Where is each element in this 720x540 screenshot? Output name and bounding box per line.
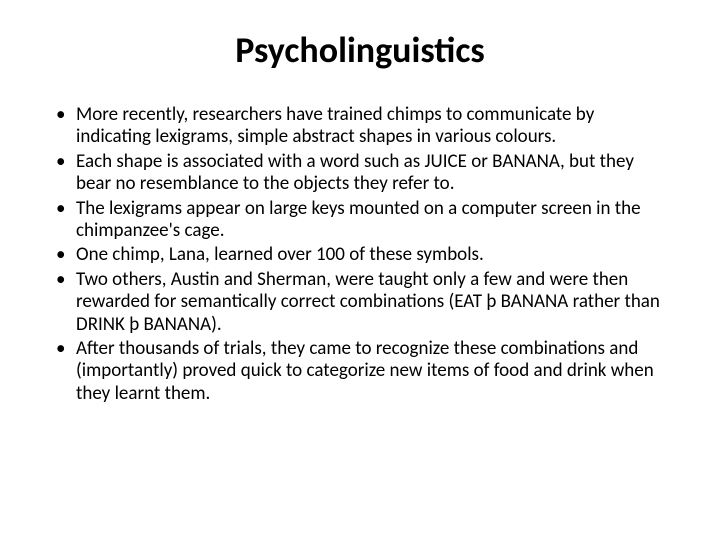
bullet-item: The lexigrams appear on large keys mount… bbox=[52, 198, 668, 243]
bullet-list: More recently, researchers have trained … bbox=[52, 104, 668, 405]
slide-content: More recently, researchers have trained … bbox=[40, 104, 680, 405]
bullet-item: One chimp, Lana, learned over 100 of the… bbox=[52, 244, 668, 266]
bullet-item: More recently, researchers have trained … bbox=[52, 104, 668, 149]
slide-title: Psycholinguistics bbox=[40, 28, 680, 72]
bullet-item: After thousands of trials, they came to … bbox=[52, 338, 668, 405]
bullet-item: Two others, Austin and Sherman, were tau… bbox=[52, 269, 668, 336]
bullet-item: Each shape is associated with a word suc… bbox=[52, 151, 668, 196]
